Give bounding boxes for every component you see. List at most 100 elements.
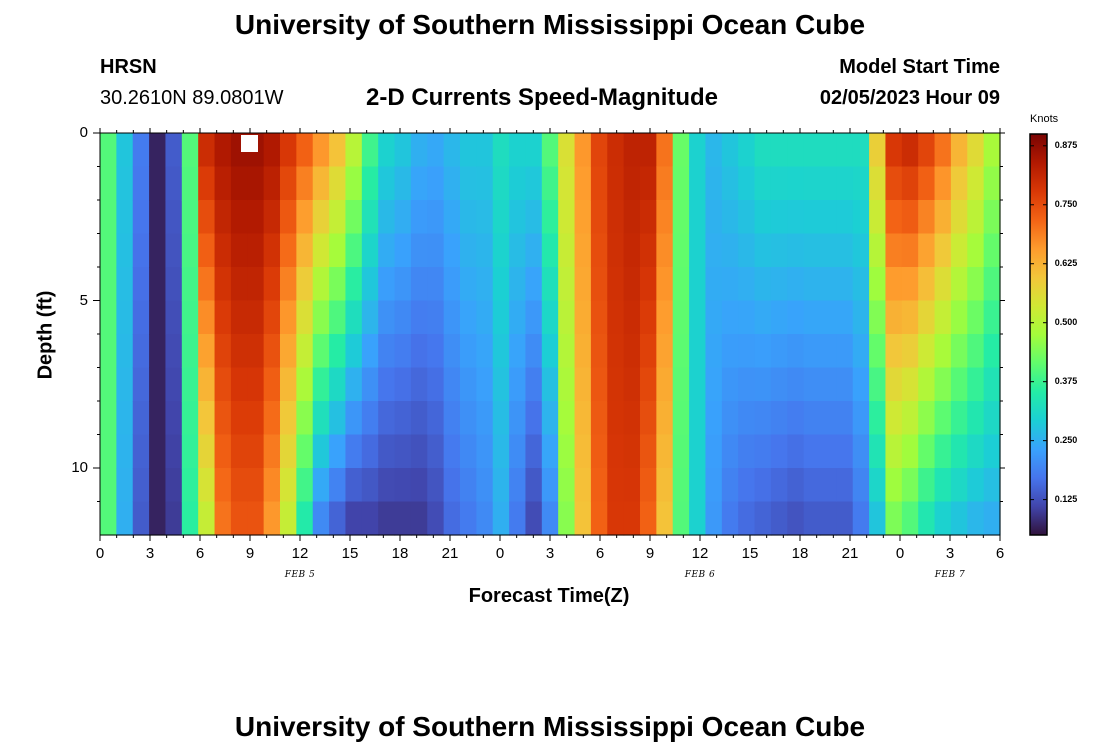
- heatmap-cell: [623, 334, 641, 369]
- heatmap-cell: [378, 300, 396, 335]
- heatmap-cell: [541, 166, 559, 201]
- heatmap-cell: [345, 200, 363, 235]
- heatmap-cell: [983, 267, 1001, 302]
- heatmap-cell: [787, 300, 805, 335]
- heatmap-cell: [705, 300, 723, 335]
- heatmap-cell: [198, 367, 216, 402]
- heatmap-cell: [410, 401, 428, 436]
- heatmap-cell: [214, 401, 232, 436]
- heatmap-cell: [607, 501, 625, 536]
- heatmap-cell: [918, 501, 936, 536]
- heatmap-cell: [132, 434, 150, 469]
- heatmap-cell: [656, 267, 674, 302]
- heatmap-cell: [427, 166, 445, 201]
- heatmap-cell: [918, 434, 936, 469]
- heatmap-cell: [836, 434, 854, 469]
- heatmap-cell: [967, 334, 985, 369]
- heatmap-cell: [214, 367, 232, 402]
- heatmap-cell: [574, 334, 592, 369]
- heatmap-cell: [443, 468, 461, 503]
- heatmap-cell: [525, 434, 543, 469]
- heatmap-cell: [950, 133, 968, 168]
- chart-title: 2-D Currents Speed-Magnitude: [366, 84, 719, 111]
- date-label: FEB 7: [934, 570, 966, 580]
- heatmap-cell: [345, 401, 363, 436]
- heatmap-cell: [656, 334, 674, 369]
- heatmap-cell: [394, 334, 412, 369]
- heatmap-cell: [525, 501, 543, 536]
- heatmap-cell: [394, 166, 412, 201]
- heatmap-cell: [738, 334, 756, 369]
- heatmap-cell: [116, 233, 134, 268]
- heatmap-cell: [492, 267, 510, 302]
- heatmap-cell: [967, 401, 985, 436]
- heatmap-cell: [263, 166, 281, 201]
- heatmap-cell: [721, 334, 739, 369]
- heatmap-cell: [803, 367, 821, 402]
- heatmap-cell: [460, 166, 477, 201]
- heatmap-cell: [476, 300, 494, 335]
- heatmap-cell: [787, 334, 805, 369]
- heatmap-cell: [852, 166, 870, 201]
- heatmap-cell: [836, 501, 854, 536]
- heatmap-cell: [443, 501, 461, 536]
- heatmap-cell: [705, 367, 723, 402]
- heatmap-cell: [869, 233, 887, 268]
- heatmap-cell: [296, 133, 314, 168]
- heatmap-cell: [280, 468, 297, 503]
- heatmap-cell: [950, 334, 968, 369]
- heatmap-cell: [394, 133, 412, 168]
- heatmap-cell: [983, 200, 1001, 235]
- heatmap-cell: [656, 367, 674, 402]
- heatmap-cell: [329, 233, 347, 268]
- heatmap-cell: [460, 468, 477, 503]
- heatmap-cell: [672, 300, 690, 335]
- heatmap-cell: [558, 133, 576, 168]
- heatmap-cell: [558, 468, 576, 503]
- heatmap-cell: [820, 501, 837, 536]
- heatmap-cell: [820, 200, 837, 235]
- heatmap-cell: [901, 300, 919, 335]
- heatmap-cell: [983, 233, 1001, 268]
- heatmap-cell: [689, 233, 707, 268]
- heatmap-cell: [541, 267, 559, 302]
- heatmap-cell: [525, 468, 543, 503]
- heatmap-cell: [705, 334, 723, 369]
- heatmap-cell: [967, 367, 985, 402]
- heatmap-cell: [721, 133, 739, 168]
- heatmap-cell: [787, 401, 805, 436]
- heatmap-cell: [280, 501, 297, 536]
- heatmap-cell: [427, 334, 445, 369]
- heatmap-cell: [181, 468, 199, 503]
- heatmap-cell: [623, 468, 641, 503]
- heatmap-cell: [165, 401, 183, 436]
- heatmap-cell: [770, 501, 788, 536]
- heatmap-cell: [869, 367, 887, 402]
- heatmap-cell: [918, 200, 936, 235]
- heatmap-cell: [476, 200, 494, 235]
- heatmap-cell: [149, 401, 167, 436]
- heatmap-cell: [738, 468, 756, 503]
- heatmap-cell: [476, 367, 494, 402]
- heatmap-cell: [280, 367, 297, 402]
- heatmap-cell: [263, 434, 281, 469]
- heatmap-cell: [607, 401, 625, 436]
- heatmap-cell: [918, 468, 936, 503]
- heatmap-cell: [394, 434, 412, 469]
- x-tick-label: 0: [95, 545, 105, 562]
- heatmap-cell: [983, 334, 1001, 369]
- heatmap-cell: [230, 200, 248, 235]
- heatmap-cell: [852, 300, 870, 335]
- heatmap-cell: [607, 200, 625, 235]
- heatmap-cell: [574, 300, 592, 335]
- heatmap-cell: [640, 300, 657, 335]
- heatmap-cell: [410, 501, 428, 536]
- heatmap-cell: [689, 334, 707, 369]
- heatmap-cell: [574, 267, 592, 302]
- heatmap-cell: [558, 166, 576, 201]
- colorbar-ticks: [1030, 145, 1047, 501]
- heatmap-cell: [754, 334, 772, 369]
- heatmap-cell: [803, 468, 821, 503]
- heatmap-cell: [427, 367, 445, 402]
